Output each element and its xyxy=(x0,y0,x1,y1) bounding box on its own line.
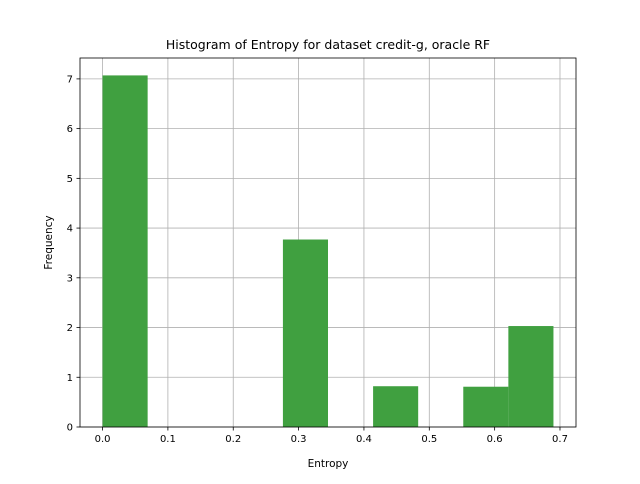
x-axis-label: Entropy xyxy=(308,458,349,470)
x-axis-ticks: 0.0 0.1 0.2 0.3 0.4 0.5 0.6 0.7 xyxy=(95,427,568,445)
histogram-bar xyxy=(508,326,554,427)
x-tick-label: 0.7 xyxy=(552,434,568,445)
histogram-bar xyxy=(102,75,148,427)
x-tick-label: 0.6 xyxy=(487,434,503,445)
y-tick-label: 6 xyxy=(67,124,73,135)
y-axis-ticks: 0 1 2 3 4 5 6 7 xyxy=(67,74,80,434)
y-tick-label: 7 xyxy=(67,74,73,85)
y-tick-label: 4 xyxy=(67,224,73,235)
chart-title: Histogram of Entropy for dataset credit-… xyxy=(166,37,490,52)
plot-frame xyxy=(79,57,577,428)
y-tick-label: 2 xyxy=(67,323,73,334)
histogram-bar xyxy=(373,386,419,427)
x-tick-label: 0.4 xyxy=(356,434,372,445)
y-tick-label: 5 xyxy=(67,174,73,185)
histogram-bars xyxy=(102,75,554,427)
y-tick-label: 1 xyxy=(67,373,73,384)
histogram-bar xyxy=(282,239,328,427)
histogram-bar xyxy=(463,386,509,427)
y-tick-label: 3 xyxy=(67,273,73,284)
y-axis-label: Frequency xyxy=(43,215,55,269)
x-tick-label: 0.5 xyxy=(421,434,437,445)
y-tick-label: 0 xyxy=(67,423,73,434)
x-tick-label: 0.3 xyxy=(291,434,307,445)
x-tick-label: 0.0 xyxy=(95,434,111,445)
x-tick-label: 0.2 xyxy=(225,434,241,445)
x-tick-label: 0.1 xyxy=(160,434,176,445)
